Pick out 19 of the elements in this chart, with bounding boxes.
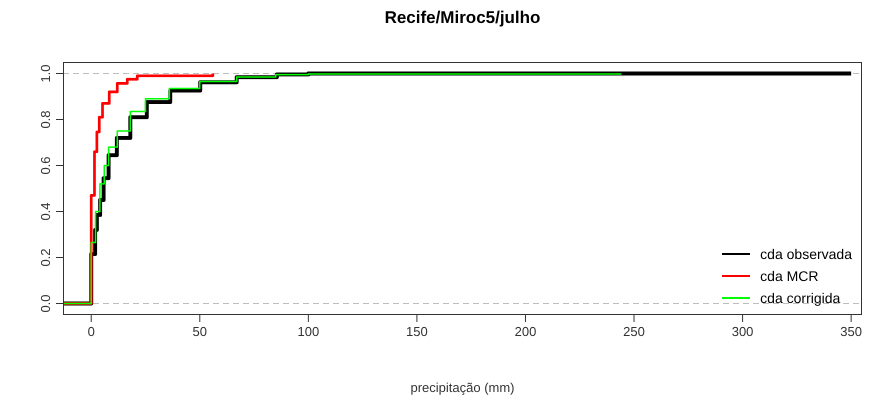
x-axis-title: precipitação (mm)	[410, 380, 515, 395]
y-tick-label: 0.4	[38, 202, 53, 221]
legend-label: cda MCR	[760, 268, 819, 284]
x-tick-label: 50	[192, 324, 208, 339]
x-tick-label: 150	[406, 324, 428, 339]
legend-label: cda observada	[760, 246, 852, 262]
y-tick-label: 0.8	[38, 110, 53, 129]
x-tick-label: 200	[514, 324, 536, 339]
x-tick-label: 300	[732, 324, 754, 339]
x-tick-label: 100	[297, 324, 320, 339]
chart-title: Recife/Miroc5/julho	[384, 8, 542, 28]
y-tick-label: 0.2	[38, 248, 53, 267]
y-tick-label: 0.0	[38, 294, 53, 313]
x-tick-label: 350	[840, 324, 862, 339]
y-tick-label: 1.0	[38, 64, 53, 83]
x-tick-label: 0	[88, 324, 95, 339]
y-tick-label: 0.6	[38, 156, 53, 175]
legend-label: cda corrigida	[760, 290, 840, 306]
x-tick-label: 250	[623, 324, 645, 339]
